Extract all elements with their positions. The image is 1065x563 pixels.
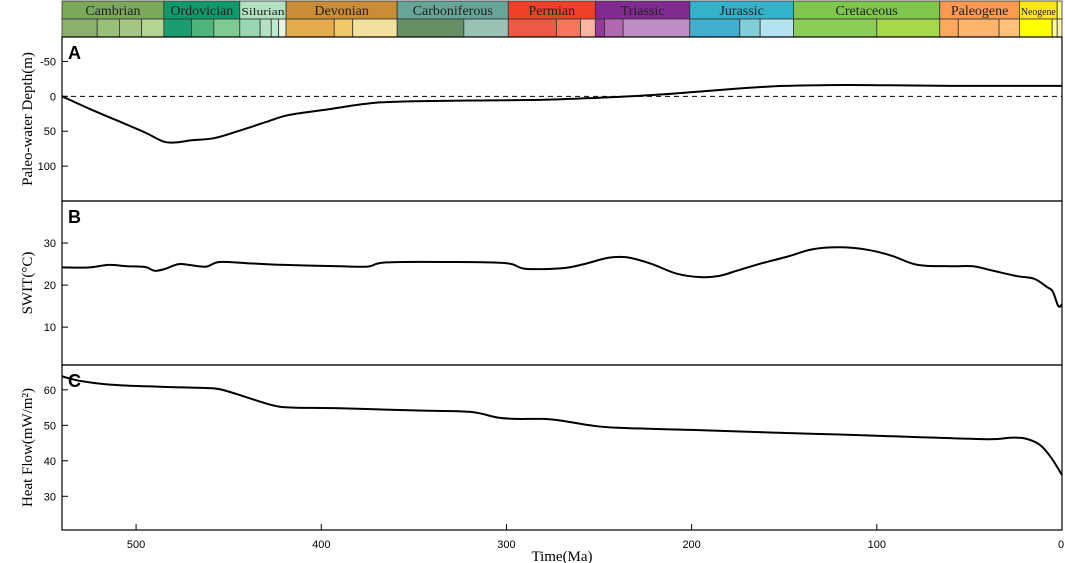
epoch-block: [61, 18, 98, 38]
x-tick-label: 400: [312, 539, 330, 551]
epoch-block: [396, 18, 465, 38]
epoch-block: [285, 18, 335, 38]
y-tick-label: 50: [44, 420, 56, 432]
period-label: Jurassic: [719, 4, 763, 19]
epoch-block: [759, 18, 794, 38]
panel-frame: [61, 200, 1063, 366]
x-tick-label: 100: [868, 539, 886, 551]
series-line: [61, 84, 1062, 144]
y-tick-label: 40: [44, 456, 56, 468]
y-tick-label: 30: [44, 491, 56, 503]
epoch-block: [1056, 18, 1063, 38]
epoch-block: [604, 18, 624, 38]
epoch-block: [957, 18, 1000, 38]
y-axis-label: Heat Flow(mW/m²): [20, 388, 36, 507]
epoch-block: [580, 18, 596, 38]
epoch-block: [96, 18, 120, 38]
panel-letter: C: [68, 371, 81, 391]
x-tick-label: 300: [497, 539, 515, 551]
panel-frame: [61, 36, 1063, 202]
epoch-block: [1019, 18, 1053, 38]
epoch-block: [163, 18, 193, 38]
period-label: Carboniferous: [413, 4, 493, 19]
period-label: Triassic: [621, 4, 665, 19]
period-label: Cambrian: [85, 4, 140, 19]
epoch-block: [141, 18, 165, 38]
epoch-block: [689, 18, 741, 38]
series-line: [61, 375, 1063, 476]
epoch-block: [191, 18, 215, 38]
epoch-block: [507, 18, 557, 38]
y-tick-label: 0: [50, 91, 56, 103]
epoch-block: [270, 18, 280, 38]
epoch-block: [463, 18, 509, 38]
period-label: Ordovician: [170, 4, 233, 19]
period-label: Neogene: [1021, 6, 1056, 18]
y-axis-label: Paleo-water Depth(m): [20, 52, 36, 186]
panel-letter: B: [68, 207, 81, 227]
y-tick-label: 10: [44, 322, 56, 334]
y-tick-label: 60: [44, 385, 56, 397]
y-tick-label: 20: [44, 280, 56, 292]
period-label: Silurian: [241, 6, 285, 18]
epoch-block: [876, 18, 941, 38]
x-tick-label: 200: [682, 539, 700, 551]
epoch-block: [594, 18, 605, 38]
y-tick-label: 30: [44, 238, 56, 250]
y-axis-label: SWIT(°C): [20, 252, 36, 315]
x-axis-label: Time(Ma): [531, 549, 592, 563]
period-label: Cretaceous: [836, 4, 898, 19]
epoch-block: [259, 18, 272, 38]
period-label: Devonian: [314, 4, 368, 19]
panel-frame: [61, 364, 1063, 531]
period-block: [1056, 0, 1063, 20]
epoch-block: [278, 18, 287, 38]
epoch-block: [739, 18, 761, 38]
x-axis: 500 400 300 200 100 0 Time(Ma): [127, 524, 1064, 563]
epoch-block: [622, 18, 691, 38]
epoch-block: [556, 18, 581, 38]
y-tick-label: 100: [38, 161, 56, 173]
x-tick-label: 500: [127, 539, 145, 551]
epoch-block: [793, 18, 878, 38]
epoch-block: [998, 18, 1020, 38]
epoch-block: [1051, 18, 1058, 38]
panel-letter: A: [68, 43, 81, 63]
period-label: Permian: [528, 4, 575, 19]
epoch-block: [239, 18, 261, 38]
epoch-block: [119, 18, 143, 38]
epoch-block: [333, 18, 354, 38]
period-label: Paleogene: [951, 4, 1009, 19]
epoch-block: [939, 18, 959, 38]
y-tick-label: 50: [44, 126, 56, 138]
epoch-block: [352, 18, 398, 38]
epoch-block: [213, 18, 241, 38]
x-tick-label: 0: [1058, 539, 1064, 551]
y-tick-label: -50: [40, 56, 56, 68]
series-line: [61, 246, 1063, 308]
chart-panels: -50 0 50 100 A Paleo-water Depth(m) 10 20 30 B SWI…: [20, 36, 1063, 531]
geologic-timescale: Cambrian Ordovician Silurian Devonian Carbon…: [61, 0, 1063, 38]
